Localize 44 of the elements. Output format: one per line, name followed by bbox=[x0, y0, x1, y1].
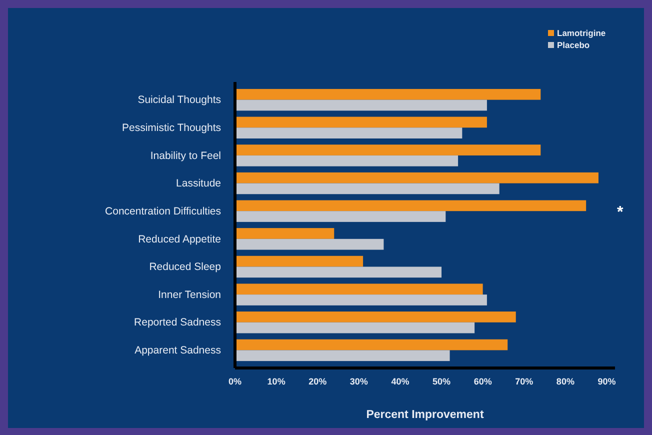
x-tick-label: 40% bbox=[391, 376, 410, 386]
y-tick-label: Suicidal Thoughts bbox=[138, 94, 221, 106]
x-axis-title: Percent Improvement bbox=[366, 409, 484, 421]
legend-label: Lamotrigine bbox=[557, 28, 606, 38]
bar bbox=[235, 211, 446, 222]
annotation: * bbox=[616, 204, 624, 222]
y-tick-label: Concentration Difficulties bbox=[105, 205, 221, 218]
x-tick-label: 90% bbox=[598, 376, 616, 386]
bar bbox=[235, 128, 462, 138]
x-tick-label: 20% bbox=[308, 376, 327, 386]
bar bbox=[235, 100, 487, 111]
bar bbox=[235, 200, 586, 212]
bar bbox=[235, 322, 475, 334]
y-tick-label: Lassitude bbox=[176, 178, 222, 190]
bar bbox=[235, 339, 508, 350]
x-tick-label: 30% bbox=[350, 376, 368, 386]
bar bbox=[235, 238, 384, 250]
y-tick-label: Reduced Sleep bbox=[149, 261, 222, 274]
x-tick-label: 0% bbox=[228, 376, 242, 386]
y-tick-label: Reported Sadness bbox=[134, 316, 221, 329]
bar bbox=[235, 144, 541, 156]
y-tick-label: Inability to Feel bbox=[150, 150, 221, 162]
y-tick-label: Reduced Appetite bbox=[138, 233, 222, 246]
x-tick-label: 50% bbox=[432, 376, 451, 386]
bar bbox=[235, 294, 487, 306]
bar bbox=[235, 183, 500, 194]
x-tick-label: 10% bbox=[267, 376, 286, 386]
bar bbox=[235, 312, 516, 322]
y-tick-label: Pessimistic Thoughts bbox=[122, 122, 221, 134]
x-tick-label: 70% bbox=[515, 376, 534, 386]
bar bbox=[235, 284, 483, 295]
legend-label: Placebo bbox=[557, 40, 590, 50]
bar bbox=[235, 155, 458, 166]
x-tick-label: 80% bbox=[556, 376, 574, 386]
bar bbox=[235, 256, 364, 267]
bar bbox=[235, 350, 450, 362]
x-tick-label: 60% bbox=[474, 376, 492, 386]
bar bbox=[235, 88, 541, 100]
y-tick-label: Apparent Sadness bbox=[134, 344, 221, 357]
bar bbox=[235, 116, 487, 128]
y-tick-label: Inner Tension bbox=[158, 288, 222, 301]
bar bbox=[235, 228, 334, 239]
bar bbox=[235, 172, 598, 184]
bar bbox=[235, 266, 442, 278]
